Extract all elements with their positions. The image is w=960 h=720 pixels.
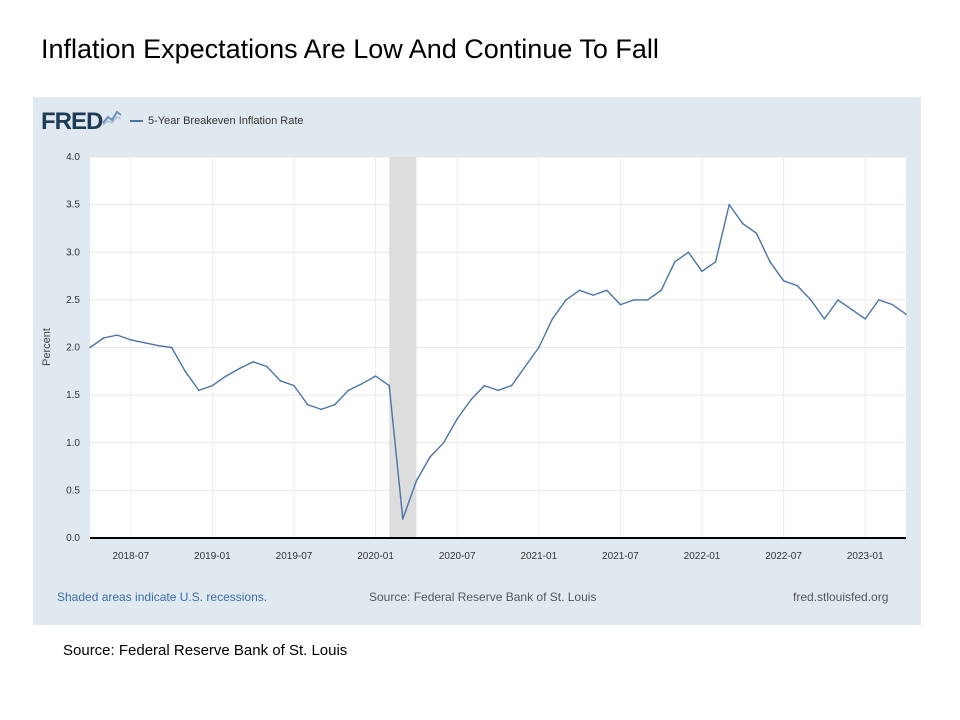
data-point <box>279 380 282 382</box>
data-point <box>592 294 594 296</box>
data-point <box>157 344 159 347</box>
x-tick-label: 2019-07 <box>276 551 313 562</box>
legend-label: 5-Year Breakeven Inflation Rate <box>148 115 304 127</box>
source-note: Source: Federal Reserve Bank of St. Loui… <box>63 642 348 659</box>
data-point <box>755 232 758 234</box>
data-point <box>796 284 798 287</box>
y-tick-label: 4.0 <box>66 152 80 163</box>
data-point <box>470 399 472 401</box>
data-point <box>578 289 581 292</box>
data-point <box>293 384 295 387</box>
data-point <box>769 260 771 263</box>
legend-swatch <box>130 120 143 122</box>
data-point <box>497 389 499 392</box>
data-point <box>143 341 146 344</box>
data-point <box>864 318 866 320</box>
data-point <box>238 367 241 370</box>
data-point <box>823 318 826 320</box>
data-point <box>551 318 554 320</box>
data-point <box>782 280 785 282</box>
legend: 5-Year Breakeven Inflation Rate <box>130 115 304 127</box>
data-point <box>102 337 105 339</box>
data-point <box>456 418 459 420</box>
fred-logo-text: FRED <box>41 108 103 135</box>
y-tick-label: 0.0 <box>66 533 80 544</box>
y-axis-label: Percent <box>41 328 53 366</box>
data-point <box>538 346 540 349</box>
data-point <box>674 260 676 263</box>
data-point <box>660 289 662 292</box>
data-point <box>266 365 268 368</box>
x-tick-label: 2018-07 <box>112 551 149 562</box>
data-point <box>89 346 91 349</box>
fred-url: fred.stlouisfed.org <box>793 590 889 604</box>
data-point <box>714 260 717 263</box>
line-chart: 0.0 0.5 1.0 1.5 2.0 2.5 3.0 3.5 4.0 2018-07 2019-… <box>41 152 907 562</box>
data-point <box>130 339 132 341</box>
data-point <box>225 375 227 377</box>
y-tick-label: 2.5 <box>66 295 80 306</box>
y-tick-label: 3.5 <box>66 200 80 211</box>
x-tick-label: 2022-07 <box>765 551 802 562</box>
data-point <box>483 384 486 387</box>
y-tick-label: 1.0 <box>66 438 80 449</box>
data-point <box>211 384 214 387</box>
y-tick-label: 0.5 <box>66 485 80 496</box>
data-point <box>116 334 118 336</box>
y-tick-label: 3.0 <box>66 247 80 258</box>
data-point <box>374 375 377 377</box>
fred-logo: FRED <box>41 108 122 136</box>
data-point <box>891 303 894 306</box>
data-point <box>524 365 526 368</box>
x-tick-label: 2021-07 <box>602 551 639 562</box>
data-point <box>334 403 336 406</box>
data-point <box>252 360 254 363</box>
data-point <box>198 389 200 392</box>
data-point <box>320 408 323 411</box>
data-point <box>442 441 445 444</box>
data-point <box>687 251 690 254</box>
data-point <box>184 370 186 373</box>
fred-logo-graph-icon <box>102 110 122 126</box>
x-tick-label: 2020-07 <box>439 551 476 562</box>
data-point <box>837 299 839 301</box>
data-point <box>415 480 418 482</box>
data-point <box>361 382 363 385</box>
data-point <box>905 313 907 315</box>
data-point <box>170 346 173 349</box>
fred-source: Source: Federal Reserve Bank of St. Loui… <box>369 590 597 604</box>
slide-title: Inflation Expectations Are Low And Conti… <box>41 34 659 64</box>
x-tick-label: 2023-01 <box>847 551 884 562</box>
data-point <box>306 403 309 406</box>
data-point <box>606 289 608 292</box>
data-point <box>402 518 404 520</box>
data-point <box>565 299 567 301</box>
y-tick-label: 1.5 <box>66 390 80 401</box>
recession-note: Shaded areas indicate U.S. recessions. <box>57 590 268 604</box>
fred-chart-panel: 0.0 0.5 1.0 1.5 2.0 2.5 3.0 3.5 4.0 2018-07 2019-… <box>33 97 921 625</box>
data-point <box>619 303 622 306</box>
data-point <box>347 389 350 392</box>
data-point <box>850 308 853 311</box>
data-point <box>810 299 812 301</box>
data-point <box>388 384 391 387</box>
data-point <box>742 222 744 225</box>
x-tick-label: 2020-01 <box>357 551 394 562</box>
data-point <box>633 299 635 301</box>
data-point <box>728 203 730 206</box>
data-point <box>701 270 703 273</box>
data-point <box>510 384 513 387</box>
recession-shading <box>389 157 417 538</box>
data-point <box>429 456 431 458</box>
y-tick-label: 2.0 <box>66 343 80 354</box>
data-point <box>646 299 649 301</box>
x-tick-label: 2022-01 <box>684 551 721 562</box>
x-tick-label: 2021-01 <box>520 551 557 562</box>
data-point <box>878 299 880 301</box>
x-tick-label: 2019-01 <box>194 551 231 562</box>
